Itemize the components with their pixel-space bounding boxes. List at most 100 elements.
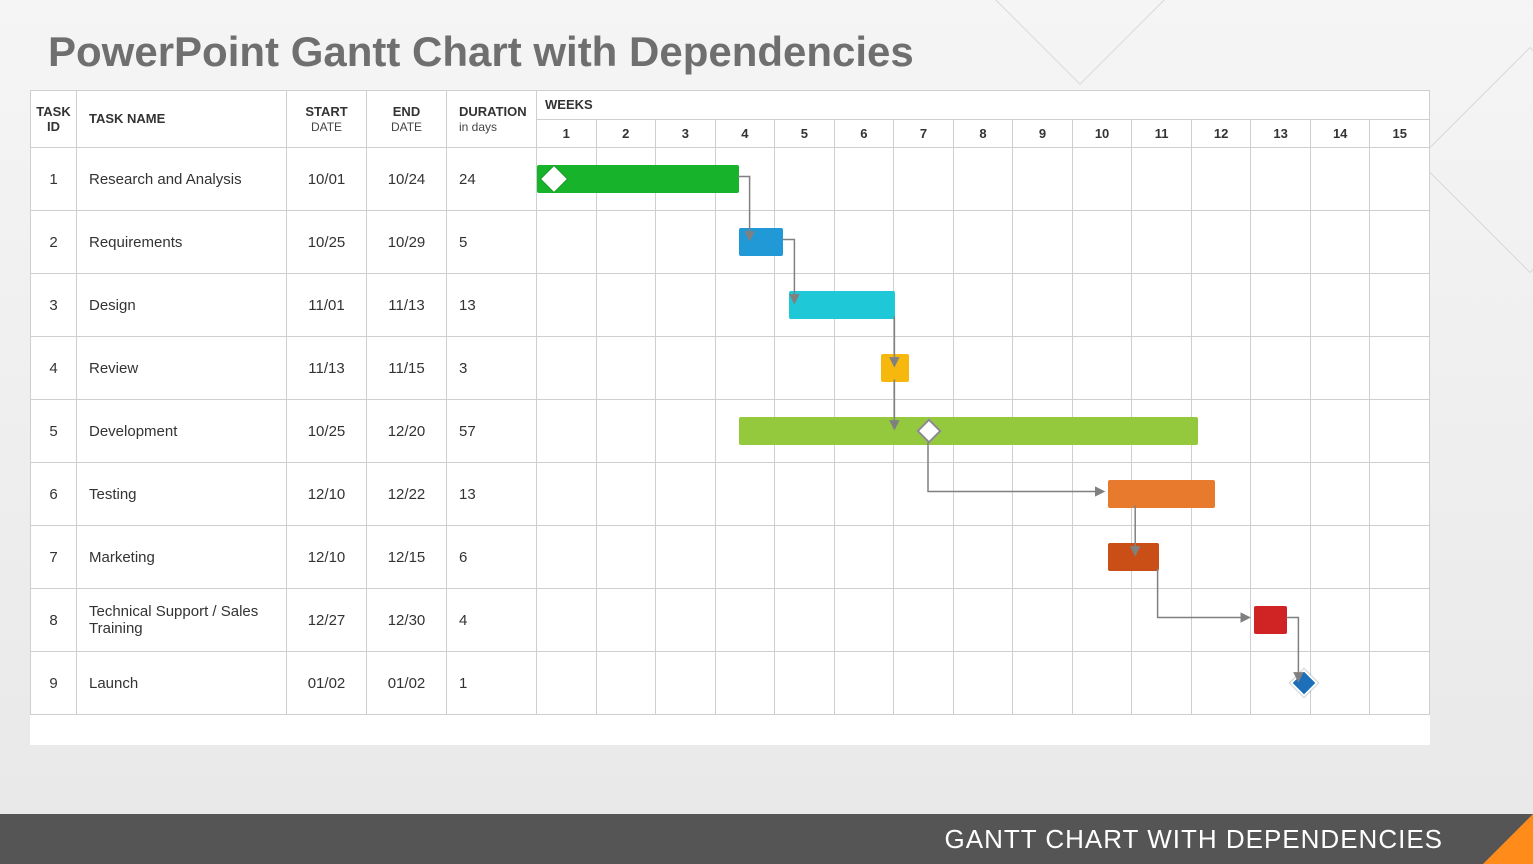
cell-week (953, 652, 1013, 715)
cell-task-name: Development (77, 400, 287, 463)
cell-week (1132, 274, 1192, 337)
cell-week (894, 274, 954, 337)
cell-week (775, 463, 835, 526)
cell-week (537, 526, 597, 589)
cell-task-id: 4 (31, 337, 77, 400)
cell-week (1072, 589, 1132, 652)
cell-start-date: 10/25 (287, 211, 367, 274)
cell-week (894, 589, 954, 652)
cell-week (715, 463, 775, 526)
cell-week (775, 589, 835, 652)
cell-week (953, 148, 1013, 211)
col-end-top: END (393, 104, 420, 119)
task-row: 1Research and Analysis10/0110/2424 (31, 148, 1430, 211)
cell-week (894, 400, 954, 463)
cell-start-date: 12/10 (287, 526, 367, 589)
page-title: PowerPoint Gantt Chart with Dependencies (0, 0, 1533, 76)
cell-start-date: 12/27 (287, 589, 367, 652)
cell-week (834, 274, 894, 337)
cell-week (894, 337, 954, 400)
cell-week (1072, 274, 1132, 337)
cell-week (894, 463, 954, 526)
cell-week (1072, 337, 1132, 400)
cell-week (656, 652, 716, 715)
cell-week (1251, 400, 1311, 463)
cell-week (1370, 211, 1430, 274)
cell-week (1370, 652, 1430, 715)
cell-task-name: Research and Analysis (77, 148, 287, 211)
cell-week (1191, 337, 1251, 400)
cell-week (537, 463, 597, 526)
cell-task-name: Design (77, 274, 287, 337)
col-end-date: END DATE (367, 91, 447, 148)
col-week: 15 (1370, 119, 1430, 148)
cell-week (1191, 211, 1251, 274)
cell-task-id: 5 (31, 400, 77, 463)
cell-week (834, 211, 894, 274)
cell-week (1251, 148, 1311, 211)
footer-accent (1483, 814, 1533, 864)
cell-week (596, 211, 656, 274)
cell-week (1132, 337, 1192, 400)
cell-duration: 5 (447, 211, 537, 274)
task-row: 8Technical Support / Sales Training12/27… (31, 589, 1430, 652)
cell-week (1013, 400, 1073, 463)
cell-week (715, 274, 775, 337)
cell-week (775, 652, 835, 715)
cell-week (596, 337, 656, 400)
col-duration: DURATION in days (447, 91, 537, 148)
cell-duration: 3 (447, 337, 537, 400)
cell-task-name: Marketing (77, 526, 287, 589)
col-start-top: START (305, 104, 347, 119)
cell-week (834, 652, 894, 715)
cell-week (894, 652, 954, 715)
cell-task-id: 3 (31, 274, 77, 337)
cell-week (656, 589, 716, 652)
cell-end-date: 01/02 (367, 652, 447, 715)
cell-end-date: 12/30 (367, 589, 447, 652)
cell-week (1251, 211, 1311, 274)
cell-week (1310, 400, 1370, 463)
footer-bar: GANTT CHART WITH DEPENDENCIES (0, 814, 1533, 864)
cell-end-date: 11/13 (367, 274, 447, 337)
cell-task-id: 9 (31, 652, 77, 715)
footer-text: GANTT CHART WITH DEPENDENCIES (945, 824, 1444, 855)
cell-week (656, 274, 716, 337)
cell-task-name: Launch (77, 652, 287, 715)
col-task-id: TASK ID (31, 91, 77, 148)
cell-task-id: 6 (31, 463, 77, 526)
cell-week (1132, 400, 1192, 463)
cell-week (596, 400, 656, 463)
cell-week (715, 148, 775, 211)
cell-week (953, 589, 1013, 652)
cell-week (1013, 148, 1073, 211)
col-week: 7 (894, 119, 954, 148)
col-week: 2 (596, 119, 656, 148)
cell-task-id: 1 (31, 148, 77, 211)
cell-week (775, 211, 835, 274)
cell-week (1310, 337, 1370, 400)
cell-week (775, 400, 835, 463)
cell-week (715, 589, 775, 652)
cell-week (834, 526, 894, 589)
cell-week (1013, 274, 1073, 337)
cell-week (1251, 274, 1311, 337)
col-dur-sub: in days (459, 120, 532, 134)
cell-week (1310, 526, 1370, 589)
cell-end-date: 12/15 (367, 526, 447, 589)
cell-week (596, 463, 656, 526)
cell-week (1191, 400, 1251, 463)
cell-week (775, 148, 835, 211)
cell-week (656, 148, 716, 211)
cell-week (953, 526, 1013, 589)
cell-week (1310, 148, 1370, 211)
cell-task-id: 2 (31, 211, 77, 274)
col-end-sub: DATE (371, 120, 442, 134)
cell-week (953, 211, 1013, 274)
cell-week (596, 652, 656, 715)
cell-week (953, 274, 1013, 337)
cell-week (1072, 526, 1132, 589)
cell-duration: 24 (447, 148, 537, 211)
cell-week (1132, 463, 1192, 526)
cell-week (1310, 589, 1370, 652)
